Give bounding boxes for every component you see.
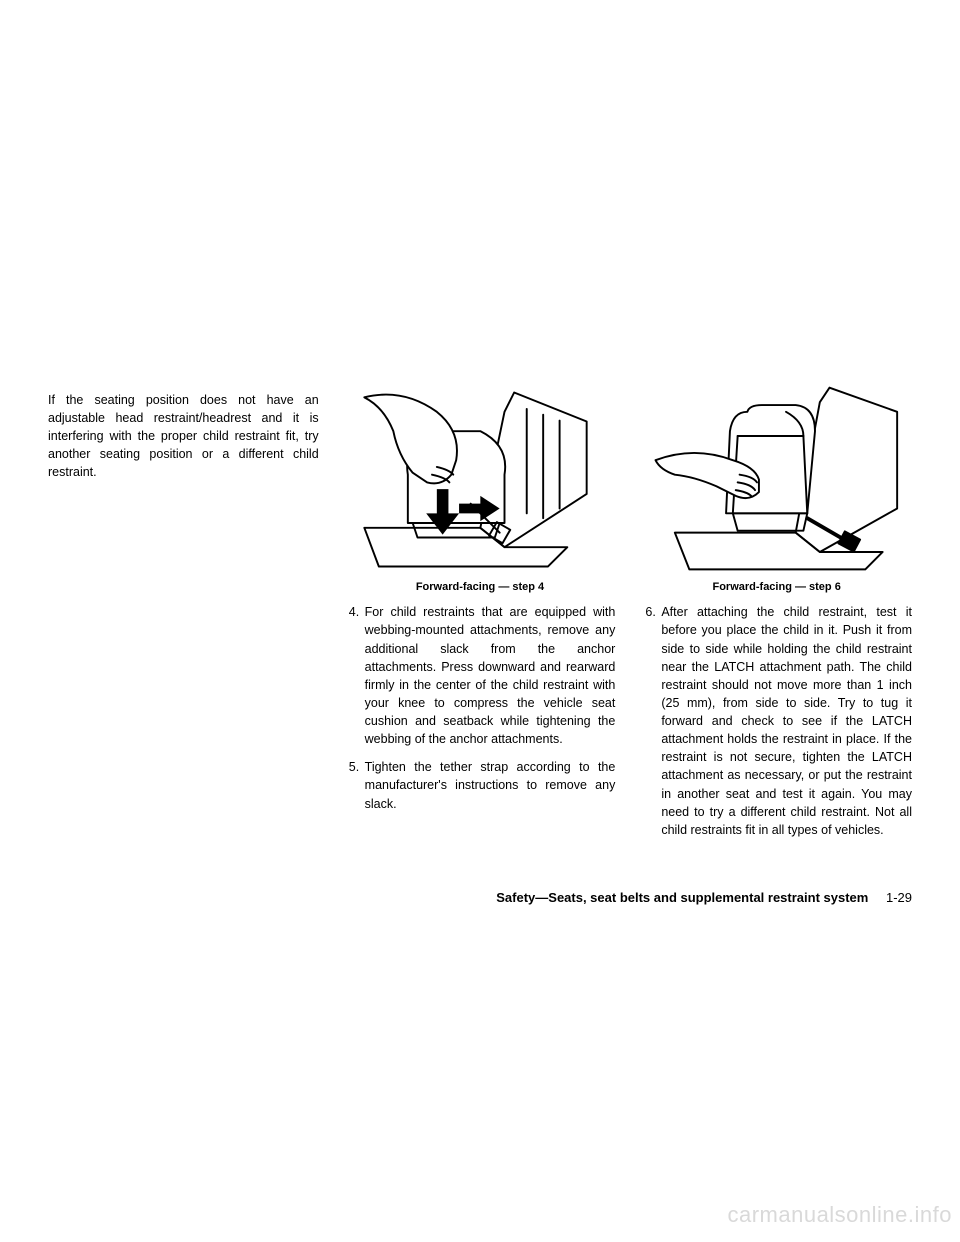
page-content: If the seating position does not have an…: [48, 378, 912, 849]
footer-section-title: Safety—Seats, seat belts and supplementa…: [496, 890, 868, 905]
intro-paragraph: If the seating position does not have an…: [48, 391, 319, 482]
caption-step4: Forward-facing — step 4: [345, 581, 616, 593]
step-5: Tighten the tether strap according to th…: [363, 758, 616, 812]
steps-list-col2: For child restraints that are equipped w…: [345, 603, 616, 822]
page-footer: Safety—Seats, seat belts and supplementa…: [48, 890, 912, 905]
step-4: For child restraints that are equipped w…: [363, 603, 616, 748]
figure-step6: [641, 378, 912, 571]
watermark: carmanualsonline.info: [727, 1202, 952, 1228]
step-6: After attaching the child restraint, tes…: [659, 603, 912, 839]
caption-step6: Forward-facing — step 6: [641, 581, 912, 593]
figure-step4: [345, 378, 616, 571]
illustration-step6: [641, 378, 912, 571]
column-3: Forward-facing — step 6 After attaching …: [641, 378, 912, 849]
column-1: If the seating position does not have an…: [48, 378, 319, 849]
steps-list-col3: After attaching the child restraint, tes…: [641, 603, 912, 849]
illustration-step4: [345, 378, 616, 571]
footer-page-number: 1-29: [886, 890, 912, 905]
column-2: Forward-facing — step 4 For child restra…: [345, 378, 616, 849]
